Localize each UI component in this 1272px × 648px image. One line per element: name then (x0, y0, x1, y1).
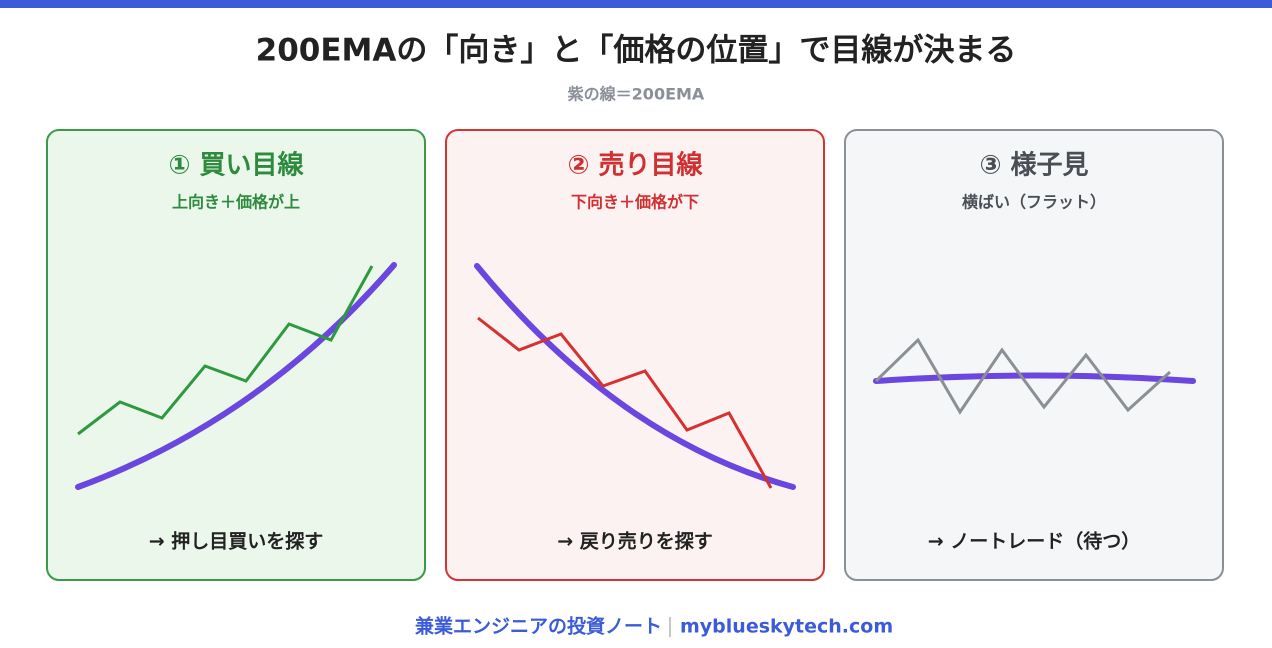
panel-title: ① 買い目線 (168, 151, 304, 181)
ema-line (75, 262, 397, 490)
panel-box (844, 129, 1224, 581)
price-line (477, 316, 773, 489)
panel-subtitle: 下向き＋価格が下 (571, 193, 699, 212)
panel-title: ② 売り目線 (567, 151, 703, 181)
panel-title: ③ 様子見 (979, 150, 1088, 181)
footer-site: myblueskytech.com (680, 616, 893, 638)
panel-buy: ① 買い目線 上向き＋価格が上 → 押し目買いを探す (46, 129, 426, 581)
ema-line (474, 263, 796, 490)
panel-action: → ノートレード（待つ） (928, 530, 1141, 553)
price-line (77, 265, 374, 436)
price-line (874, 337, 1172, 415)
subtitle: 紫の線＝200EMA (568, 85, 705, 104)
top-bar (0, 0, 1272, 8)
panel-sell: ② 売り目線 下向き＋価格が下 → 戻り売りを探す (445, 129, 825, 581)
panel-wait: ③ 様子見 横ばい（フラット） → ノートレード（待つ） (844, 129, 1224, 581)
ema-line (873, 372, 1196, 384)
panel-subtitle: 横ばい（フラット） (962, 193, 1106, 212)
panel-action: → 押し目買いを探す (149, 530, 324, 553)
panel-action: → 戻り売りを探す (557, 530, 713, 553)
footer-brand: 兼業エンジニアの投資ノート (415, 615, 662, 638)
panel-box (46, 129, 426, 581)
title: 200EMAの「向き」と「価格の位置」で目線が決まる (256, 33, 1017, 69)
panel-subtitle: 上向き＋価格が上 (172, 193, 300, 212)
